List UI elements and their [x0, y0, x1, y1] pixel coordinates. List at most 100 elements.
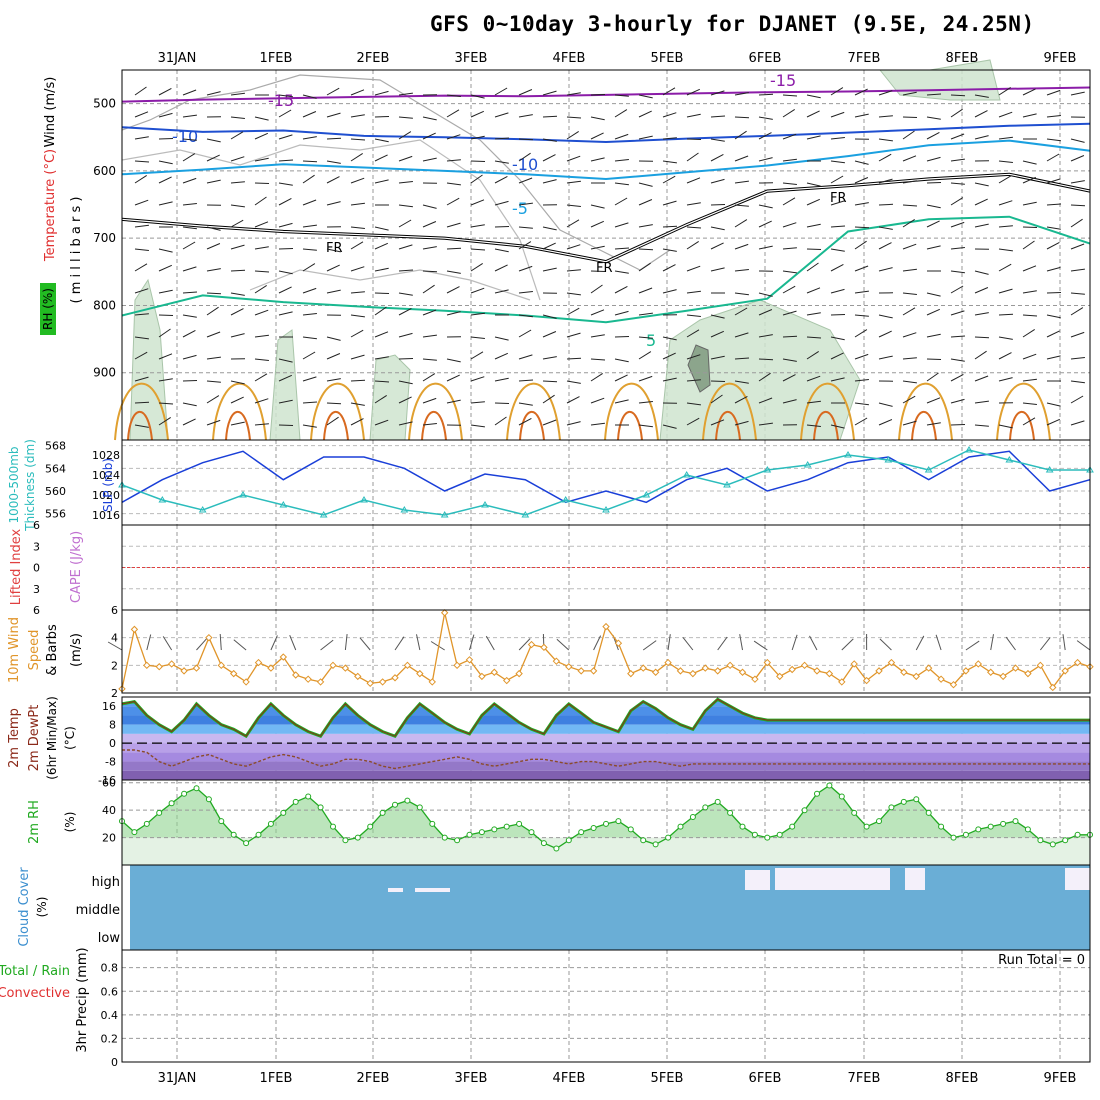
- wind-barb: [470, 287, 485, 294]
- y-tick-label: 1020: [92, 489, 120, 502]
- wind-barb: [926, 204, 941, 209]
- axis-label-wind: Wind (m/s): [43, 77, 58, 148]
- wind-barb: [782, 310, 797, 316]
- wind-barb: [638, 199, 653, 206]
- wind-speed-marker: [776, 672, 784, 681]
- axis-label-barbs: & Barbs: [45, 624, 60, 676]
- wind-barb: [542, 394, 555, 404]
- isotherm-line: [121, 215, 1091, 324]
- cloud-level-label: low: [98, 931, 121, 946]
- wind-barb: [998, 288, 1013, 294]
- wind-speed-marker: [974, 660, 983, 668]
- wind-barb: [782, 358, 797, 362]
- wind-barb: [638, 182, 653, 187]
- wind-barb: [878, 267, 893, 272]
- rh-marker: [838, 793, 845, 800]
- cloud-gap: [745, 870, 770, 890]
- rh-marker: [727, 809, 734, 816]
- rh-marker: [789, 823, 796, 830]
- isotherm-warm: [408, 382, 463, 441]
- y-tick-label: 0: [33, 562, 40, 575]
- wind-barb: [230, 116, 245, 119]
- rh-marker: [876, 818, 882, 825]
- wind-barb: [134, 86, 147, 96]
- wind-barb: [254, 196, 267, 206]
- wind-barb: [446, 159, 461, 162]
- wind-barb: [350, 114, 365, 118]
- isotherm-line: [121, 86, 1091, 103]
- wind-barb: [1046, 355, 1061, 360]
- rh-marker: [528, 829, 535, 836]
- wind-barb: [518, 379, 534, 382]
- wind-barb: [902, 395, 916, 404]
- wind-barb: [854, 329, 868, 338]
- wind-speed-marker: [552, 657, 561, 665]
- rh-marker: [652, 841, 659, 848]
- date-label-bottom: 9FEB: [1044, 1071, 1077, 1086]
- legend-convective: Convective: [0, 986, 70, 1001]
- rh-marker: [540, 840, 547, 847]
- date-label-top: 4FEB: [553, 51, 586, 66]
- wind-barb: [974, 424, 989, 427]
- rh-marker: [218, 818, 225, 825]
- isotherm-warm: [421, 410, 447, 441]
- wind-barb: [302, 287, 317, 294]
- wind-barb: [230, 131, 244, 140]
- wind-speed-marker: [701, 664, 709, 672]
- wind-barb: [134, 401, 150, 404]
- wind-barb: [1046, 330, 1060, 338]
- wind-barb: [254, 423, 269, 426]
- wind-barb: [806, 350, 819, 360]
- wind-barb: [926, 397, 941, 404]
- wind-barb: [566, 332, 581, 338]
- wind-barb: [998, 175, 1012, 184]
- y-tick-label: 0: [111, 1056, 118, 1069]
- wind-barb: [302, 313, 317, 316]
- wind-barb-10m: [359, 637, 371, 651]
- wind-barb: [158, 353, 173, 360]
- wind-barb: [950, 108, 963, 118]
- rh-marker: [305, 793, 312, 800]
- wind-barb: [662, 248, 677, 252]
- wind-barb: [542, 226, 557, 231]
- date-label-bottom: 1FEB: [260, 1071, 293, 1086]
- axis-label-minmax: (6hr Min/Max): [45, 696, 59, 780]
- wind-barb: [734, 180, 749, 184]
- wind-barb: [398, 396, 412, 404]
- wind-barb: [734, 269, 749, 272]
- wind-barb: [566, 307, 580, 316]
- wind-barb: [326, 248, 341, 253]
- temp-band: [122, 761, 1090, 771]
- y-tick-label: 40: [102, 804, 116, 817]
- axis-label-lifted-index: Lifted Index: [9, 528, 24, 605]
- y-tick-label: 0: [109, 737, 116, 750]
- wind-barb: [278, 399, 293, 404]
- temp-outline: [121, 698, 1090, 737]
- rh-marker: [851, 809, 858, 816]
- wind-barb: [158, 314, 174, 316]
- rh-marker: [975, 826, 982, 833]
- wind-speed-marker: [627, 669, 635, 678]
- wind-barb: [926, 333, 941, 338]
- rh-marker: [1062, 837, 1069, 844]
- wind-barb: [878, 402, 893, 407]
- wind-barb: [902, 243, 917, 250]
- rh-marker: [590, 825, 597, 831]
- wind-barb: [734, 395, 748, 404]
- wind-barb: [902, 116, 918, 118]
- isotherm-warm: [898, 382, 953, 441]
- wind-barb: [830, 225, 846, 228]
- rh-marker: [168, 800, 175, 807]
- wind-barb-10m: [344, 634, 348, 651]
- wind-barb: [1022, 160, 1037, 165]
- wind-barb: [926, 372, 939, 382]
- wind-barb: [662, 424, 677, 429]
- rh-marker: [826, 782, 833, 789]
- wind-barb: [590, 397, 605, 404]
- date-label-top: 6FEB: [749, 51, 782, 66]
- wind-barb: [758, 292, 773, 297]
- wind-barb: [1046, 89, 1061, 96]
- wind-barb-10m: [667, 634, 671, 651]
- wind-speed-marker: [726, 661, 734, 670]
- rh-marker: [764, 834, 771, 841]
